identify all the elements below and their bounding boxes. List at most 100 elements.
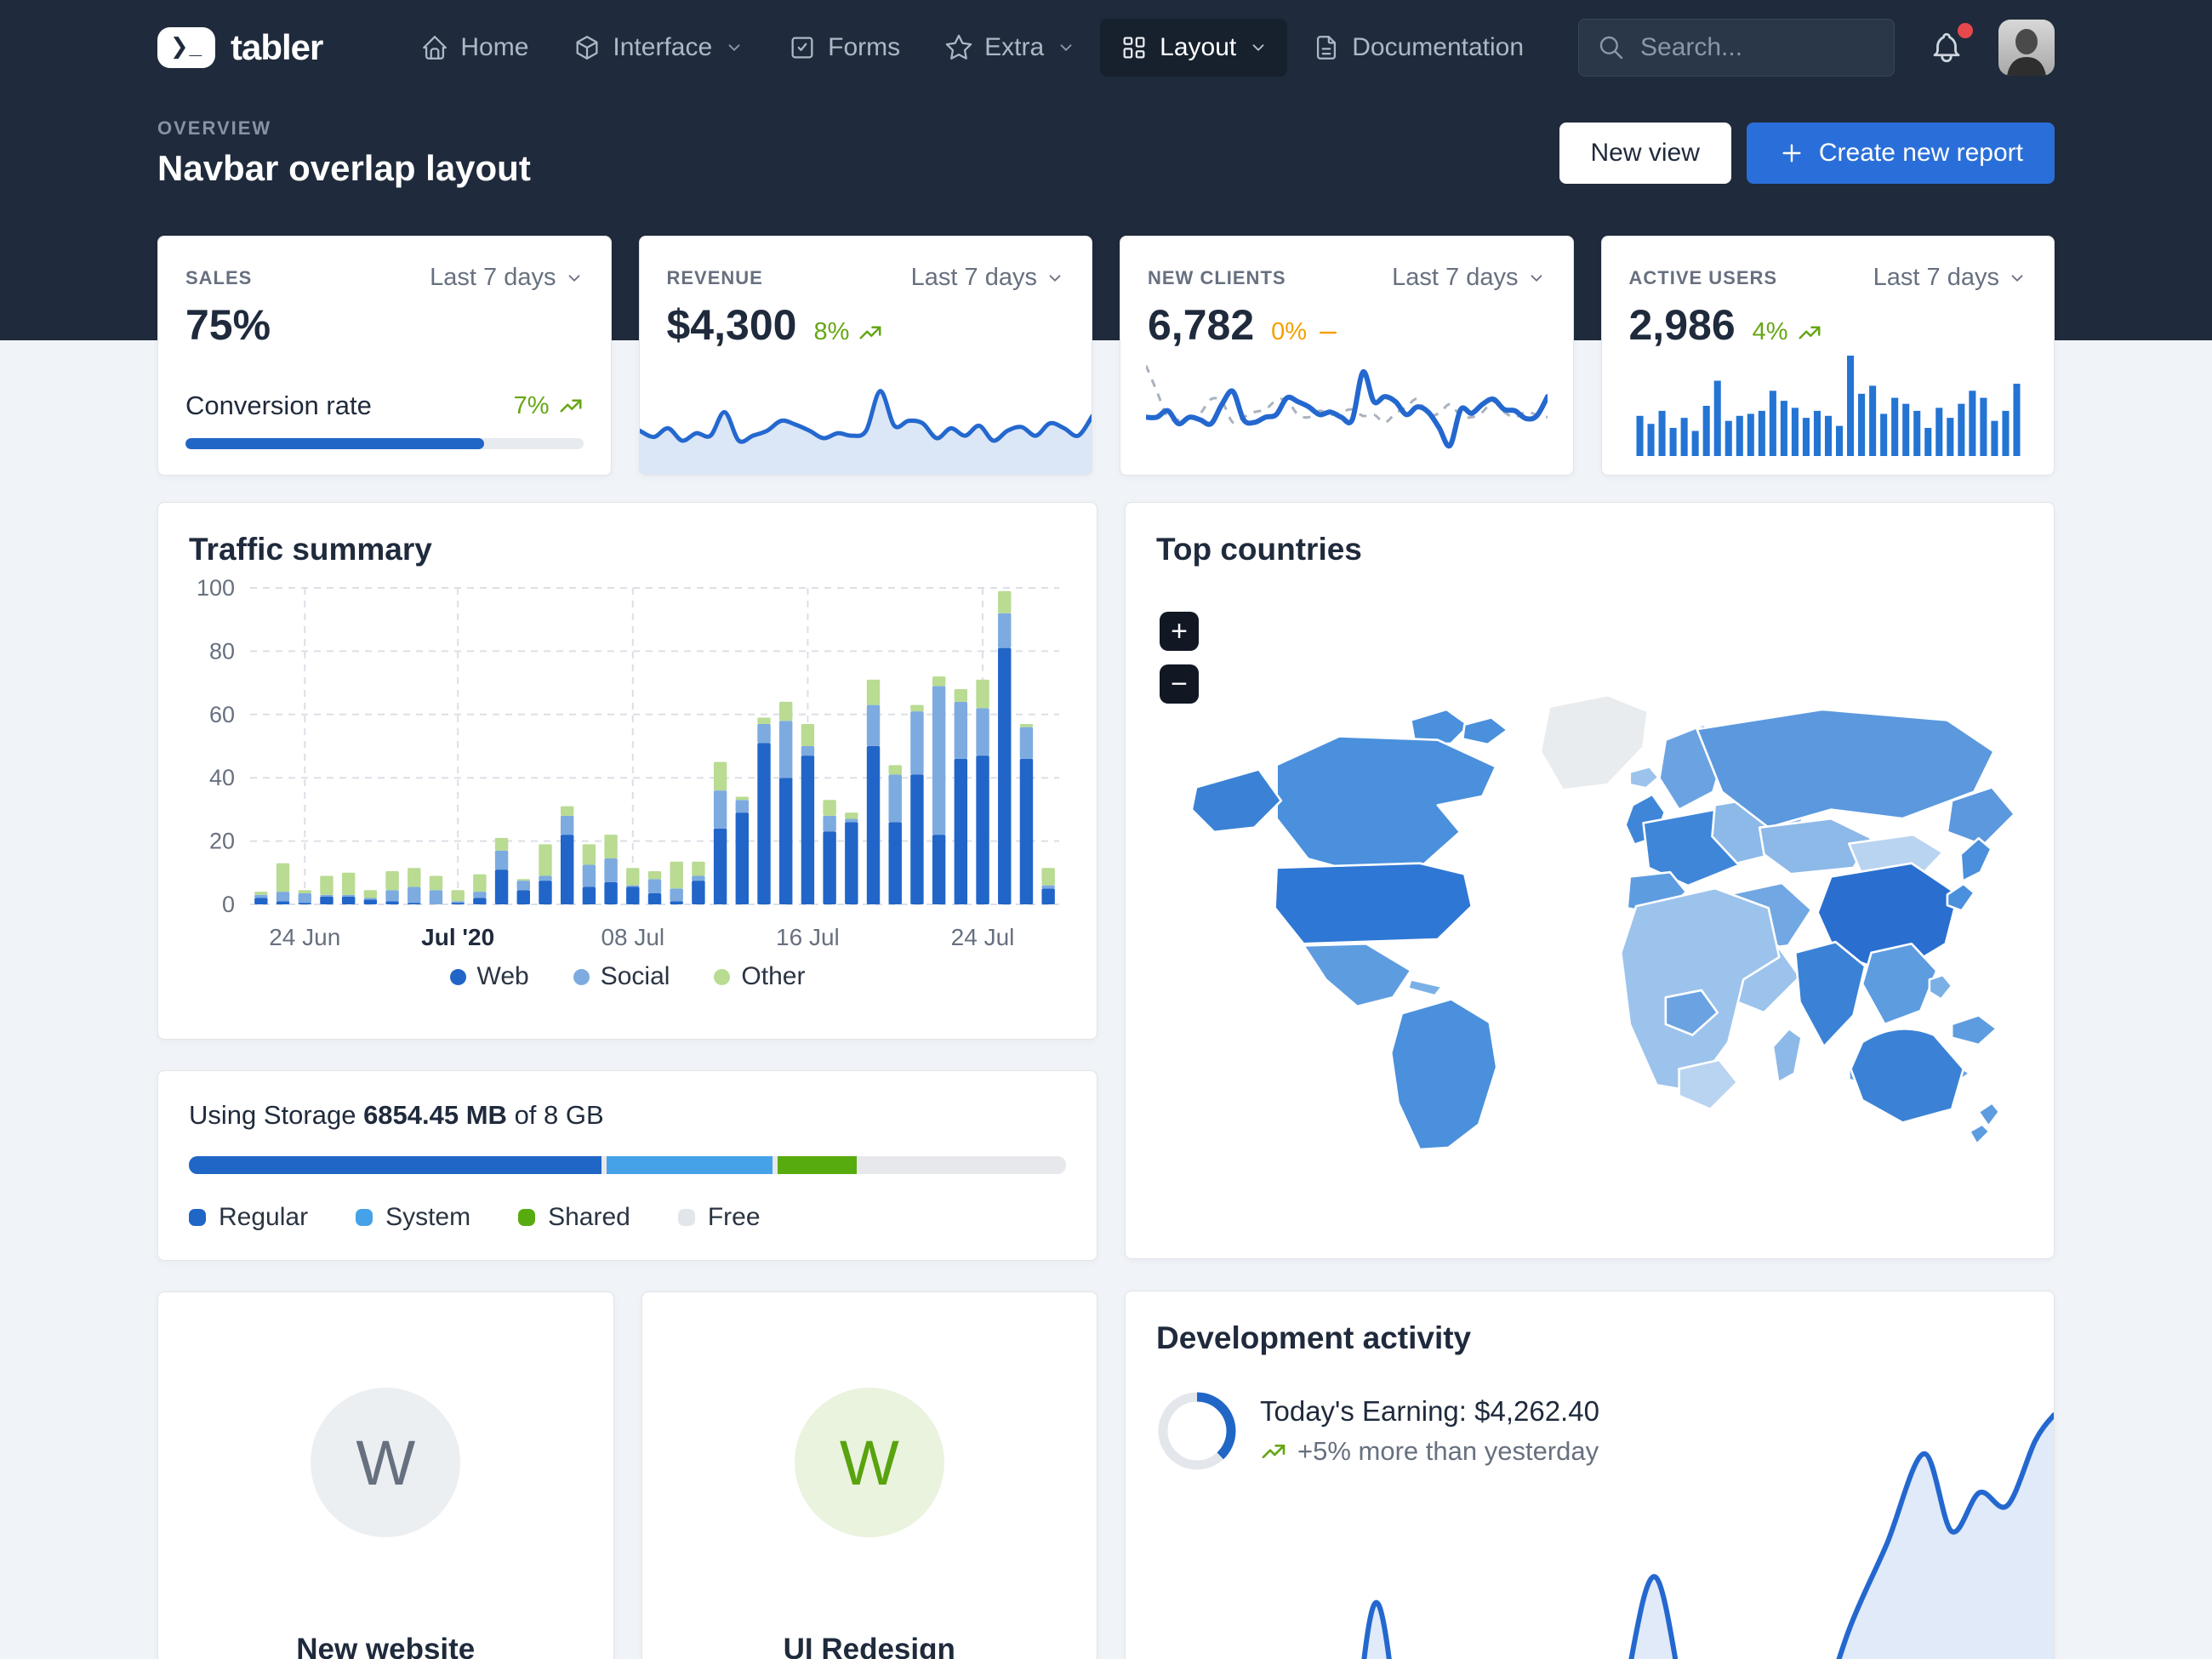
legend-web[interactable]: Web bbox=[449, 962, 529, 991]
legend-regular: Regular bbox=[189, 1203, 308, 1232]
map-mexico bbox=[1302, 942, 1412, 1008]
map-alaska bbox=[1190, 768, 1283, 834]
brand[interactable]: ❯_ tabler bbox=[157, 27, 323, 68]
project-avatar: W bbox=[311, 1388, 461, 1537]
header-actions: New view Create new report bbox=[1559, 123, 2055, 184]
map-zoom-in-button[interactable]: + bbox=[1160, 612, 1199, 651]
storage-card: Using Storage 6854.45 MB of 8 GB Regular… bbox=[157, 1070, 1097, 1261]
active-users-bars bbox=[1634, 352, 2022, 456]
nav-label: Forms bbox=[828, 33, 901, 61]
sales-period-dropdown[interactable]: Last 7 days bbox=[430, 264, 583, 292]
world-map[interactable] bbox=[1143, 596, 2037, 1246]
chevron-down-icon bbox=[1249, 38, 1268, 57]
nav-item-home[interactable]: Home bbox=[401, 19, 548, 77]
map-central-asia bbox=[1758, 817, 1873, 875]
nav-item-documentation[interactable]: Documentation bbox=[1292, 19, 1543, 77]
storage-segment-regular bbox=[189, 1156, 601, 1174]
map-mongolia bbox=[1847, 833, 1944, 877]
top-countries-card: Top countries + − bbox=[1125, 502, 2055, 1259]
sales-value: 75% bbox=[185, 301, 271, 349]
traffic-legend: Web Social Other bbox=[189, 962, 1066, 991]
revenue-card: REVENUE Last 7 days $4,300 8% bbox=[638, 236, 1092, 476]
conversion-progress bbox=[185, 438, 584, 449]
new-clients-card: NEW CLIENTS Last 7 days 6,782 0% bbox=[1120, 236, 1574, 476]
active-users-period-dropdown[interactable]: Last 7 days bbox=[1873, 264, 2027, 292]
traffic-chart: 0 20 40 60 80 100 24 Jun Jul '20 08 Jul 16 Jul 24 … bbox=[189, 574, 1066, 959]
svg-text:Jul '20: Jul '20 bbox=[421, 924, 494, 950]
nav-label: Documentation bbox=[1352, 33, 1525, 61]
new-clients-period-dropdown[interactable]: Last 7 days bbox=[1392, 264, 1545, 292]
map-canada bbox=[1275, 735, 1497, 874]
new-clients-label: NEW CLIENTS bbox=[1148, 266, 1286, 288]
legend-system: System bbox=[356, 1203, 470, 1232]
logo-glyph: ❯_ bbox=[169, 32, 203, 59]
revenue-label: REVENUE bbox=[666, 266, 763, 288]
search-input[interactable] bbox=[1640, 33, 1875, 62]
storage-bar bbox=[189, 1156, 1066, 1174]
traffic-summary-card: Traffic summary 0 20 40 60 80 100 24 Jun Jul '2… bbox=[157, 502, 1097, 1040]
svg-text:08 Jul: 08 Jul bbox=[601, 924, 664, 950]
new-clients-sparkline bbox=[1146, 352, 1548, 463]
map-new-zealand bbox=[1977, 1102, 2001, 1127]
active-users-delta: 4% bbox=[1753, 318, 1822, 346]
system-dot bbox=[356, 1209, 373, 1226]
free-dot bbox=[677, 1209, 695, 1226]
brand-name: tabler bbox=[231, 27, 323, 67]
notifications-button[interactable] bbox=[1924, 23, 1973, 71]
new-clients-value: 6,782 bbox=[1148, 301, 1255, 349]
svg-text:80: 80 bbox=[209, 638, 235, 664]
nav-item-interface[interactable]: Interface bbox=[553, 19, 763, 77]
svg-text:0: 0 bbox=[222, 892, 235, 917]
nav-item-layout[interactable]: Layout bbox=[1100, 19, 1288, 77]
home-icon bbox=[420, 33, 449, 62]
legend-social[interactable]: Social bbox=[573, 962, 670, 991]
dev-activity-chart bbox=[1126, 1291, 2054, 1659]
svg-text:60: 60 bbox=[209, 702, 235, 727]
page-content: SALES Last 7 days 75% Conversion rate 7% bbox=[157, 236, 2055, 1659]
dev-title: Development activity bbox=[1156, 1320, 1472, 1355]
nav-item-extra[interactable]: Extra bbox=[925, 19, 1095, 77]
svg-text:24 Jun: 24 Jun bbox=[269, 924, 340, 950]
page-pretitle: OVERVIEW bbox=[157, 117, 272, 139]
map-greenland bbox=[1539, 693, 1650, 791]
new-view-button[interactable]: New view bbox=[1559, 123, 1731, 184]
trending-up-icon bbox=[1262, 1445, 1286, 1458]
map-russia bbox=[1696, 708, 1995, 829]
svg-text:24 Jul: 24 Jul bbox=[951, 924, 1015, 950]
navbar-right bbox=[1578, 19, 2055, 77]
page-title: Navbar overlap layout bbox=[157, 148, 531, 188]
search-icon bbox=[1598, 34, 1625, 61]
project-card-new-website[interactable]: W New website bbox=[157, 1291, 614, 1659]
svg-text:20: 20 bbox=[209, 829, 235, 854]
map-india bbox=[1793, 940, 1867, 1048]
user-avatar[interactable] bbox=[1998, 20, 2055, 76]
chevron-down-icon bbox=[1057, 38, 1075, 57]
earning-delta: +5% more than yesterday bbox=[1260, 1436, 1599, 1467]
web-dot bbox=[449, 968, 466, 985]
map-zoom-out-button[interactable]: − bbox=[1160, 664, 1199, 704]
storage-used: 6854.45 MB bbox=[363, 1100, 507, 1130]
legend-other[interactable]: Other bbox=[714, 962, 805, 991]
project-title: New website bbox=[296, 1633, 476, 1659]
stats-row: SALES Last 7 days 75% Conversion rate 7% bbox=[157, 236, 2055, 476]
nav-label: Home bbox=[460, 33, 529, 61]
map-usa bbox=[1274, 862, 1474, 945]
other-dot bbox=[714, 968, 731, 985]
map-madagascar bbox=[1771, 1027, 1803, 1084]
create-report-button[interactable]: Create new report bbox=[1746, 123, 2055, 184]
storage-legend: Regular System Shared Free bbox=[189, 1203, 1066, 1232]
revenue-period-dropdown[interactable]: Last 7 days bbox=[911, 264, 1064, 292]
project-card-ui-redesign[interactable]: W UI Redesign bbox=[641, 1291, 1097, 1659]
projects-row: W New website W UI Redesign bbox=[157, 1291, 1097, 1659]
revenue-value: $4,300 bbox=[666, 301, 797, 349]
create-report-label: Create new report bbox=[1818, 139, 2023, 167]
top-countries-title: Top countries bbox=[1156, 532, 1362, 567]
svg-text:40: 40 bbox=[209, 765, 235, 790]
map-philippines bbox=[1928, 973, 1953, 1001]
tabler-logo-icon: ❯_ bbox=[157, 27, 215, 68]
development-activity-card: Development activity Today's Earning: $4… bbox=[1125, 1291, 2055, 1659]
nav-item-forms[interactable]: Forms bbox=[768, 19, 920, 77]
active-users-label: ACTIVE USERS bbox=[1628, 266, 1778, 288]
navbar: ❯_ tabler Home Interface Forms Extra Lay… bbox=[0, 0, 2212, 95]
revenue-sparkline bbox=[639, 374, 1092, 475]
